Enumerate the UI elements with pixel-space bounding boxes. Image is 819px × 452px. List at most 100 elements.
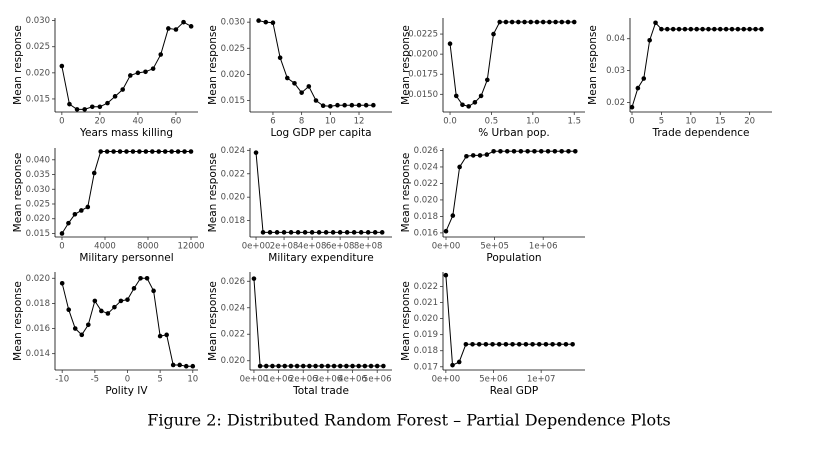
point — [284, 75, 290, 81]
x-tick-label: 1e+06 — [529, 242, 558, 252]
point — [319, 363, 325, 369]
point — [128, 73, 133, 78]
x-axis-title: Log GDP per capita — [270, 127, 371, 139]
point — [503, 341, 509, 347]
y-tick-label: 0.024 — [221, 303, 245, 313]
point — [635, 85, 641, 91]
line — [61, 151, 192, 234]
point — [563, 341, 569, 347]
point — [256, 18, 261, 23]
point — [362, 363, 368, 369]
point — [97, 104, 103, 110]
point — [463, 341, 469, 347]
point — [363, 102, 369, 108]
point — [251, 276, 257, 281]
y-tick-label: 0.0175 — [408, 70, 438, 80]
point — [456, 359, 462, 365]
x-tick-label: 5 — [659, 117, 664, 127]
x-axis-title: Polity IV — [105, 385, 148, 397]
point — [511, 148, 517, 154]
point — [497, 19, 503, 25]
y-axis-title: Mean response — [12, 153, 24, 233]
point — [143, 69, 148, 75]
x-tick-label: 2e+06 — [289, 375, 318, 385]
point — [453, 93, 459, 99]
y-axis-title: Mean response — [400, 281, 412, 361]
point — [443, 228, 449, 234]
point — [72, 326, 78, 331]
point — [516, 19, 521, 25]
point — [358, 230, 364, 235]
point — [92, 298, 98, 304]
point — [503, 19, 509, 25]
point — [150, 66, 156, 71]
point — [302, 230, 308, 235]
point — [276, 363, 281, 369]
point — [694, 26, 700, 32]
point — [307, 363, 312, 369]
point — [510, 341, 515, 347]
point — [295, 230, 301, 235]
point — [534, 19, 540, 25]
x-tick-label: 8000 — [137, 242, 159, 252]
point — [175, 149, 181, 154]
line — [253, 278, 384, 367]
panel: 0.0150 0.0175 0.0200 0.0225 0.0 0.5 1.0 1.5 % Ur… — [400, 18, 585, 139]
point — [717, 26, 723, 32]
y-tick-label: 0.018 — [414, 346, 438, 356]
y-tick-label: 0.030 — [26, 16, 50, 26]
point — [158, 52, 164, 57]
y-tick-label: 0.03 — [606, 66, 625, 76]
x-tick-label: 5e+05 — [480, 242, 509, 252]
point — [288, 230, 294, 235]
x-axis-title: Military expenditure — [268, 252, 373, 264]
point — [270, 363, 275, 369]
line — [631, 21, 762, 108]
y-tick-label: 0.020 — [221, 70, 245, 80]
point — [166, 26, 171, 31]
y-axis-title: Mean response — [207, 25, 219, 105]
point — [177, 362, 183, 368]
x-tick-label: 2e+08 — [270, 242, 299, 252]
point — [156, 149, 162, 154]
x-axis-title: % Urban pop. — [478, 127, 550, 139]
point — [368, 363, 374, 369]
x-axis-title: Total trade — [292, 385, 349, 397]
point — [570, 341, 575, 347]
line — [445, 150, 576, 232]
line — [61, 21, 192, 110]
x-tick-label: 3e+06 — [314, 375, 343, 385]
point — [183, 363, 189, 369]
point — [85, 204, 91, 210]
point — [150, 149, 155, 154]
y-tick-label: 0.017 — [414, 362, 438, 372]
y-tick-label: 0.022 — [414, 282, 438, 292]
point — [105, 100, 110, 106]
point — [125, 297, 130, 302]
y-tick-label: 0.025 — [221, 44, 245, 54]
x-tick-label: 5 — [157, 375, 162, 385]
point — [381, 363, 386, 369]
x-tick-label: 0e+00 — [240, 375, 269, 385]
point — [130, 149, 136, 154]
point — [292, 80, 297, 86]
point — [629, 104, 635, 110]
point — [91, 170, 97, 176]
point — [337, 230, 343, 235]
x-tick-label: 0.0 — [443, 117, 457, 127]
point — [181, 19, 186, 25]
point — [112, 94, 118, 99]
point — [356, 363, 362, 369]
point — [131, 286, 137, 291]
point — [144, 275, 150, 281]
point — [547, 19, 552, 25]
y-tick-label: 0.02 — [606, 98, 625, 108]
point — [530, 341, 535, 347]
x-tick-label: 1e+06 — [264, 375, 293, 385]
x-tick-label: 0e+00 — [432, 375, 461, 385]
point — [188, 149, 194, 154]
caption: Figure 2: Distributed Random Forest – Pa… — [147, 411, 670, 430]
point — [706, 26, 711, 32]
point — [550, 341, 555, 347]
point — [498, 148, 503, 154]
